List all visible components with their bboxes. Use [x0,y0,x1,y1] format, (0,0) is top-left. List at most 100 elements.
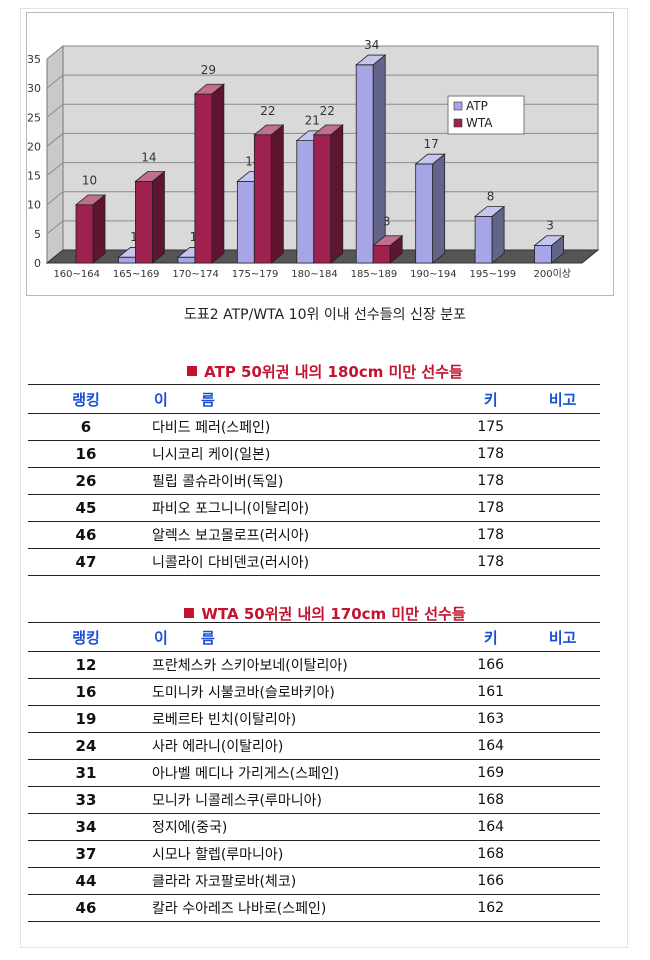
y-tick-label: 25 [27,111,41,124]
page-frame [20,8,628,948]
wta-data-label: 3 [383,215,391,229]
name-cell: 필립 콜슈라이버(독일) [143,467,457,495]
name-cell: 시모나 할렙(루마니아) [143,840,457,868]
height-cell: 178 [456,548,526,576]
wta-data-label: 29 [201,63,216,77]
x-category-label: 195~199 [470,269,517,280]
note-cell [525,494,600,522]
wta-data-label: 10 [82,174,97,188]
bar-front [355,64,374,264]
x-category-label: 170~174 [172,269,219,280]
legend-swatch-atp [453,101,463,111]
bar-front [194,93,213,264]
legend-swatch-wta [453,118,463,128]
red-square-icon [187,366,198,376]
bar-front [534,245,552,264]
y-tick-label: 10 [27,199,41,212]
note-cell [525,840,600,868]
x-category-label: 185~189 [351,269,398,280]
name-cell: 니콜라이 다비덴코(러시아) [143,548,457,576]
rank-cell: 34 [28,813,144,841]
rank-cell: 12 [28,651,144,679]
grid-line [46,74,598,89]
height-cell: 168 [456,840,526,868]
note-cell [525,813,600,841]
atp-data-label: 1 [190,230,198,244]
atp-data-label: 17 [424,137,439,151]
rank-cell: 24 [28,732,144,760]
rank-cell: 46 [28,521,144,549]
atp-header-row: 랭킹 이 름 키 비고 [28,384,600,414]
atp-data-label: 34 [364,38,379,52]
x-category-label: 175~179 [232,269,279,280]
rank-cell: 6 [28,413,144,441]
x-category-label: 165~169 [113,269,160,280]
wta-data-label: 14 [141,150,156,164]
atp-data-label: 1 [130,230,138,244]
rank-cell: 44 [28,867,144,895]
bar-side [491,205,505,264]
table-row: 19 로베르타 빈치(이탈리아) 163 [28,705,600,733]
table-row: 16 도미니카 시불코바(슬로바키아) 161 [28,678,600,706]
name-cell: 알렉스 보고몰로프(러시아) [143,521,457,549]
bar-front [474,215,493,264]
table-row: 45 파비오 포그니니(이탈리아) 178 [28,494,600,522]
grid-line [46,103,598,118]
height-cell: 178 [456,440,526,468]
name-header: 이 름 [143,622,457,652]
x-category-label: 200이상 [534,268,572,280]
height-cell: 162 [456,894,526,922]
name-cell: 모니카 니콜레스쿠(루마니아) [143,786,457,814]
note-header: 비고 [525,384,600,414]
rank-cell: 16 [28,678,144,706]
rank-cell: 16 [28,440,144,468]
table-row: 46 칼라 수아레즈 나바로(스페인) 162 [28,894,600,922]
note-cell [525,732,600,760]
chart-svg: 0 5 10 15 20 25 30 35 10 160~164 1 14 165~169 1 29 170~… [27,38,600,280]
height-cell: 163 [456,705,526,733]
bar-front [372,245,391,264]
note-header: 비고 [525,622,600,652]
atp-players-table: 랭킹 이 름 키 비고 6 다비드 페러(스페인) 175 16 니시코리 케이(일본)… [28,384,600,576]
table-row: 47 니콜라이 다비덴코(러시아) 178 [28,548,600,576]
bar-front [253,134,272,264]
chart-caption: 도표2 ATP/WTA 10위 이내 선수들의 신장 분포 [184,307,466,323]
legend-label-atp: ATP [466,99,488,113]
table-row: 12 프란체스카 스키아보네(이탈리아) 166 [28,651,600,679]
chart-side-wall [46,44,64,265]
note-cell [525,413,600,441]
bar-side [270,124,284,264]
height-cell: 166 [456,867,526,895]
name-cell: 로베르타 빈치(이탈리아) [143,705,457,733]
note-cell [525,440,600,468]
rank-cell: 46 [28,894,144,922]
table-row: 31 아나벨 메디나 가리게스(스페인) 169 [28,759,600,787]
height-header: 키 [456,384,526,414]
height-cell: 169 [456,759,526,787]
bar-side [152,170,165,264]
note-cell [525,467,600,495]
rank-cell: 33 [28,786,144,814]
name-cell: 파비오 포그니니(이탈리아) [143,494,457,522]
y-tick-label: 30 [27,82,41,95]
height-cell: 164 [456,732,526,760]
height-cell: 178 [456,467,526,495]
wta-section-title: WTA 50위권 내의 170cm 미만 선수들 [0,603,650,624]
bar-side [372,54,386,264]
rank-cell: 19 [28,705,144,733]
wta-title-text: WTA 50위권 내의 170cm 미만 선수들 [201,605,466,623]
grid-line [46,132,598,147]
wta-header-row: 랭킹 이 름 키 비고 [28,622,600,652]
note-cell [525,894,600,922]
height-cell: 178 [456,521,526,549]
bar-side [551,234,564,264]
height-cell: 178 [456,494,526,522]
bar-side [330,124,344,264]
table-row: 46 알렉스 보고몰로프(러시아) 178 [28,521,600,549]
atp-data-label: 8 [487,189,495,203]
note-cell [525,678,600,706]
bar-side [432,153,446,264]
wta-data-label: 22 [320,104,335,118]
height-header: 키 [456,622,526,652]
bar-side [389,234,403,264]
